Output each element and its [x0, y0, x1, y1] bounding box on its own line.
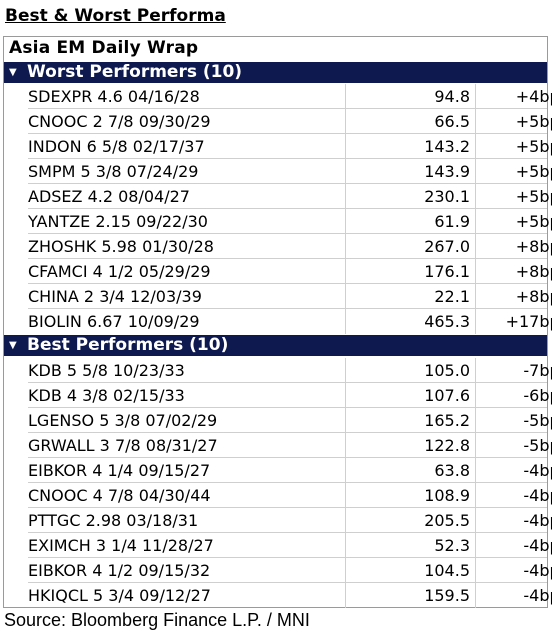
- bond-name: KDB 5 5/8 10/23/33: [28, 361, 185, 380]
- caret-down-icon[interactable]: ▼: [9, 67, 17, 78]
- bond-price: 465.3: [424, 312, 470, 331]
- bond-name: KDB 4 3/8 02/15/33: [28, 386, 185, 405]
- best-performers-list: KDB 5 5/8 10/23/33 105.0 -7bps KDB 4 3/8…: [28, 358, 552, 608]
- bond-price: 143.2: [424, 137, 470, 156]
- bond-price: 94.8: [434, 87, 470, 106]
- bond-price: 105.0: [424, 361, 470, 380]
- column-divider: [345, 84, 346, 334]
- bond-change: -6bps: [523, 386, 552, 405]
- bond-change: +8bps: [515, 262, 552, 281]
- bond-change: +5bps: [515, 112, 552, 131]
- table-row: SMPM 5 3/8 07/24/29 143.9 +5bps: [28, 159, 552, 184]
- best-performers-label: Best Performers (10): [27, 335, 229, 355]
- bond-price: 159.5: [424, 586, 470, 605]
- bond-name: ZHOSHK 5.98 01/30/28: [28, 237, 214, 256]
- best-performers-header[interactable]: ▼ Best Performers (10): [4, 335, 547, 356]
- bond-name: EIBKOR 4 1/4 09/15/27: [28, 461, 211, 480]
- bond-name: ADSEZ 4.2 08/04/27: [28, 187, 190, 206]
- bond-price: 122.8: [424, 436, 470, 455]
- page-title: Best & Worst Performa: [5, 6, 226, 26]
- table-row: PTTGC 2.98 03/18/31 205.5 -4bps: [28, 508, 552, 533]
- bond-price: 107.6: [424, 386, 470, 405]
- bond-change: -5bps: [523, 411, 552, 430]
- performance-table: [3, 36, 548, 608]
- table-row: KDB 4 3/8 02/15/33 107.6 -6bps: [28, 383, 552, 408]
- bond-change: -4bps: [523, 461, 552, 480]
- bond-name: CHINA 2 3/4 12/03/39: [28, 287, 202, 306]
- bond-change: -4bps: [523, 536, 552, 555]
- bond-price: 165.2: [424, 411, 470, 430]
- table-row: CFAMCI 4 1/2 05/29/29 176.1 +8bps: [28, 259, 552, 284]
- bond-name: SDEXPR 4.6 04/16/28: [28, 87, 200, 106]
- table-row: CNOOC 4 7/8 04/30/44 108.9 -4bps: [28, 483, 552, 508]
- bond-change: -5bps: [523, 436, 552, 455]
- bond-price: 205.5: [424, 511, 470, 530]
- table-row: YANTZE 2.15 09/22/30 61.9 +5bps: [28, 209, 552, 234]
- bond-price: 52.3: [434, 536, 470, 555]
- table-row: SDEXPR 4.6 04/16/28 94.8 +4bps: [28, 84, 552, 109]
- bond-name: CNOOC 4 7/8 04/30/44: [28, 486, 211, 505]
- bond-name: EIBKOR 4 1/2 09/15/32: [28, 561, 211, 580]
- bond-name: GRWALL 3 7/8 08/31/27: [28, 436, 218, 455]
- wrap-title: Asia EM Daily Wrap: [9, 38, 199, 58]
- table-row: EIBKOR 4 1/2 09/15/32 104.5 -4bps: [28, 558, 552, 583]
- column-divider: [475, 84, 476, 334]
- table-row: BIOLIN 6.67 10/09/29 465.3 +17bps: [28, 309, 552, 334]
- bond-change: -4bps: [523, 586, 552, 605]
- worst-performers-header[interactable]: ▼ Worst Performers (10): [4, 62, 547, 83]
- table-row: HKIQCL 5 3/4 09/12/27 159.5 -4bps: [28, 583, 552, 608]
- bond-name: CNOOC 2 7/8 09/30/29: [28, 112, 211, 131]
- bond-name: HKIQCL 5 3/4 09/12/27: [28, 586, 211, 605]
- bond-price: 104.5: [424, 561, 470, 580]
- table-row: KDB 5 5/8 10/23/33 105.0 -7bps: [28, 358, 552, 383]
- bond-name: LGENSO 5 3/8 07/02/29: [28, 411, 218, 430]
- table-row: GRWALL 3 7/8 08/31/27 122.8 -5bps: [28, 433, 552, 458]
- bond-name: SMPM 5 3/8 07/24/29: [28, 162, 199, 181]
- bond-change: +8bps: [515, 287, 552, 306]
- bond-name: YANTZE 2.15 09/22/30: [28, 212, 208, 231]
- bond-change: -7bps: [523, 361, 552, 380]
- bond-change: +5bps: [515, 137, 552, 156]
- bond-price: 22.1: [434, 287, 470, 306]
- bond-price: 63.8: [434, 461, 470, 480]
- source-note: Source: Bloomberg Finance L.P. / MNI: [4, 610, 310, 630]
- table-row: EXIMCH 3 1/4 11/28/27 52.3 -4bps: [28, 533, 552, 558]
- worst-performers-label: Worst Performers (10): [27, 62, 243, 82]
- bond-change: -4bps: [523, 486, 552, 505]
- bond-change: -4bps: [523, 511, 552, 530]
- bond-name: BIOLIN 6.67 10/09/29: [28, 312, 200, 331]
- bond-change: +4bps: [515, 87, 552, 106]
- bond-name: INDON 6 5/8 02/17/37: [28, 137, 205, 156]
- bond-change: -4bps: [523, 561, 552, 580]
- table-row: EIBKOR 4 1/4 09/15/27 63.8 -4bps: [28, 458, 552, 483]
- bond-name: EXIMCH 3 1/4 11/28/27: [28, 536, 214, 555]
- bond-name: CFAMCI 4 1/2 05/29/29: [28, 262, 211, 281]
- bond-price: 66.5: [434, 112, 470, 131]
- table-row: INDON 6 5/8 02/17/37 143.2 +5bps: [28, 134, 552, 159]
- bond-change: +5bps: [515, 187, 552, 206]
- table-row: CNOOC 2 7/8 09/30/29 66.5 +5bps: [28, 109, 552, 134]
- table-row: ZHOSHK 5.98 01/30/28 267.0 +8bps: [28, 234, 552, 259]
- bond-price: 108.9: [424, 486, 470, 505]
- bond-price: 267.0: [424, 237, 470, 256]
- bond-name: PTTGC 2.98 03/18/31: [28, 511, 199, 530]
- bond-change: +17bps: [505, 312, 552, 331]
- bond-price: 61.9: [434, 212, 470, 231]
- bond-change: +5bps: [515, 212, 552, 231]
- bond-price: 143.9: [424, 162, 470, 181]
- bond-change: +8bps: [515, 237, 552, 256]
- table-row: LGENSO 5 3/8 07/02/29 165.2 -5bps: [28, 408, 552, 433]
- table-row: CHINA 2 3/4 12/03/39 22.1 +8bps: [28, 284, 552, 309]
- bond-price: 230.1: [424, 187, 470, 206]
- column-divider: [475, 358, 476, 608]
- bond-change: +5bps: [515, 162, 552, 181]
- worst-performers-list: SDEXPR 4.6 04/16/28 94.8 +4bps CNOOC 2 7…: [28, 84, 552, 334]
- caret-down-icon[interactable]: ▼: [9, 340, 17, 351]
- table-row: ADSEZ 4.2 08/04/27 230.1 +5bps: [28, 184, 552, 209]
- bond-price: 176.1: [424, 262, 470, 281]
- column-divider: [345, 358, 346, 608]
